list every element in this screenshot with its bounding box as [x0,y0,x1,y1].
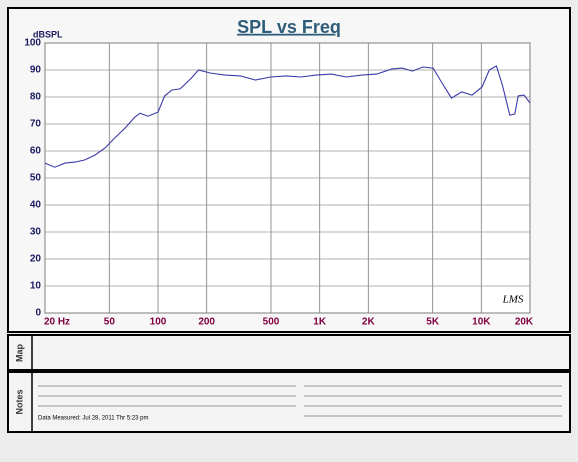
y-tick-label: 10 [30,281,42,292]
y-tick-label: 100 [24,38,41,49]
data-measured: Data Measured: Jul 28, 2011 Thr 5:23 pm [38,416,149,422]
y-tick-label: 60 [30,146,42,157]
x-tick-label: 50 [104,317,116,328]
y-tick-label: 40 [30,200,42,211]
x-tick-label: 200 [198,317,215,328]
y-tick-label: 0 [35,308,41,319]
x-tick-label: 100 [150,317,167,328]
y-tick-label: 70 [30,119,42,130]
y-axis-label: dBSPL [33,29,63,39]
notes-label: Notes [14,389,24,414]
note-lines [38,385,562,417]
map-label: Map [14,343,24,362]
chart-title: SPL vs Freq [237,17,341,37]
x-tick-label: 10K [472,317,491,328]
y-tick-label: 50 [30,173,42,184]
y-tick-label: 20 [30,254,42,265]
y-tick-label: 30 [30,227,42,238]
x-tick-label: 2K [362,317,376,328]
x-tick-label: 1K [313,317,327,328]
x-tick-label: 20 Hz [44,317,70,328]
data-line [44,65,531,168]
y-tick-label: 90 [30,65,42,76]
x-tick-label: 500 [263,317,280,328]
y-tick-label: 80 [30,92,42,103]
x-tick-label: 5K [426,317,440,328]
map-panel [7,334,571,371]
x-tick-label: 20K [515,317,534,328]
logo: LMS [502,294,524,306]
notes-panel [7,371,571,433]
